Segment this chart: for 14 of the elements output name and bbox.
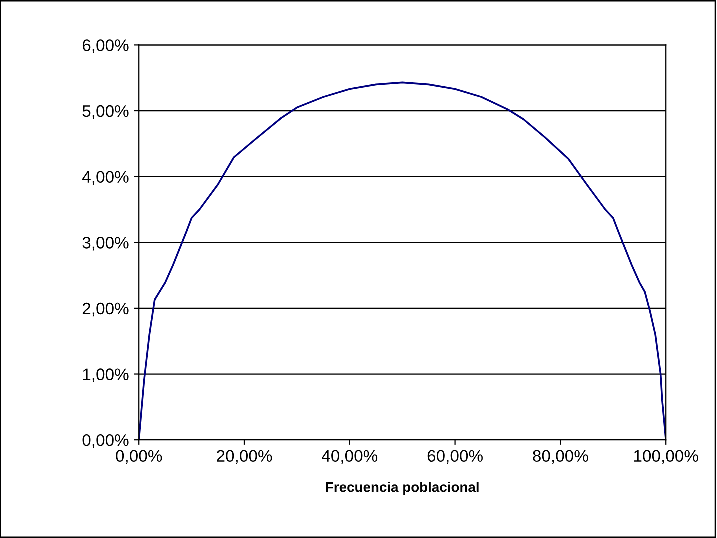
- x-tick-label: 80,00%: [533, 450, 588, 464]
- x-tick-label: 100,00%: [634, 450, 698, 464]
- x-tick-label: 60,00%: [428, 450, 483, 464]
- y-tick-label: 5,00%: [82, 105, 129, 120]
- y-tick-label: 1,00%: [83, 368, 129, 382]
- y-tick-label: 4,00%: [82, 171, 129, 185]
- x-tick-label: 0,00%: [116, 450, 162, 464]
- x-tick-label: 40,00%: [322, 450, 378, 464]
- x-axis-title: Frecuencia poblacional: [326, 482, 479, 495]
- y-tick-label: 6,00%: [82, 40, 129, 54]
- y-tick-label: 2,00%: [82, 302, 129, 317]
- x-tick-label: 20,00%: [217, 450, 272, 464]
- y-tick-label: 3,00%: [82, 237, 129, 251]
- y-tick-label: 0,00%: [82, 434, 129, 448]
